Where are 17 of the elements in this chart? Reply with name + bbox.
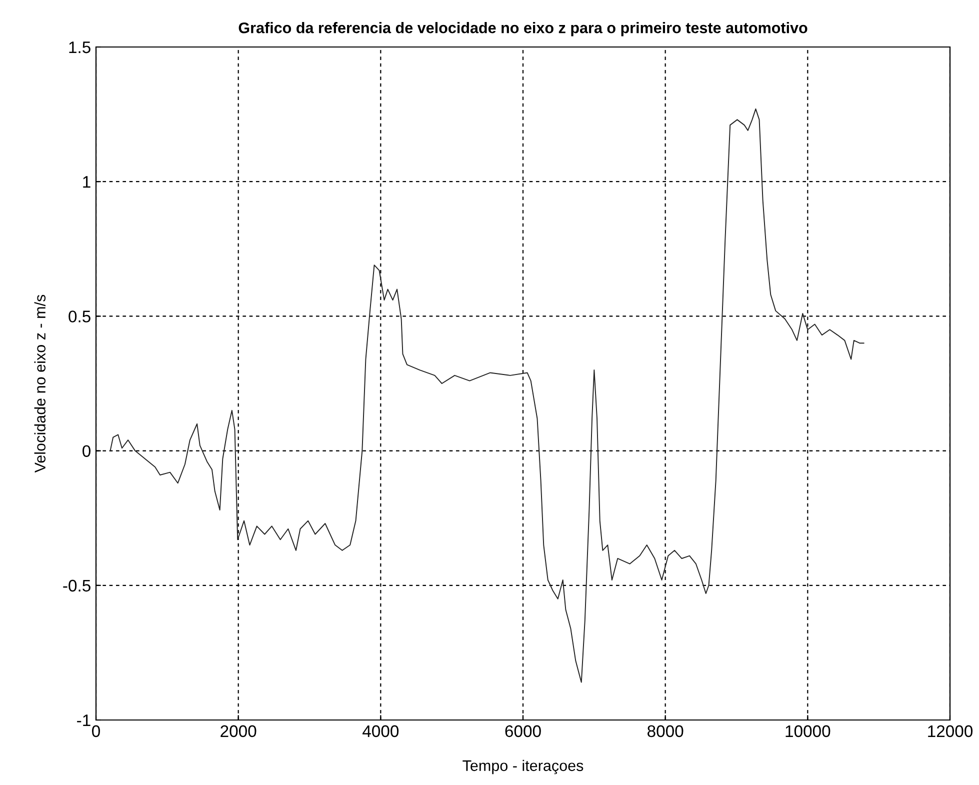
y-tick-label: -1 xyxy=(77,714,90,726)
x-tick-label: 8000 xyxy=(648,725,684,738)
x-tick-label: 0 xyxy=(92,725,100,738)
y-tick-label: 0 xyxy=(82,445,90,458)
y-tick-label: -0.5 xyxy=(63,580,90,592)
y-tick-label: 0.5 xyxy=(68,310,90,322)
x-tick-label: 12000 xyxy=(928,725,973,738)
x-tick-label: 10000 xyxy=(786,725,830,738)
line-series xyxy=(110,108,864,683)
x-tick-label: 6000 xyxy=(505,725,541,738)
y-tick-label: 1 xyxy=(83,176,90,188)
x-tick-label: 4000 xyxy=(362,725,399,738)
x-tick-label: 2000 xyxy=(220,725,256,738)
x-axis-title: Tempo - iteraçoes xyxy=(462,760,584,774)
y-axis-title: Velocidade no eixo z - m/s xyxy=(34,294,46,473)
chart-title: Grafico da referencia de velocidade no eixo z para o primeiro teste automotivo xyxy=(238,22,808,36)
y-tick-label: 1.5 xyxy=(69,42,90,54)
